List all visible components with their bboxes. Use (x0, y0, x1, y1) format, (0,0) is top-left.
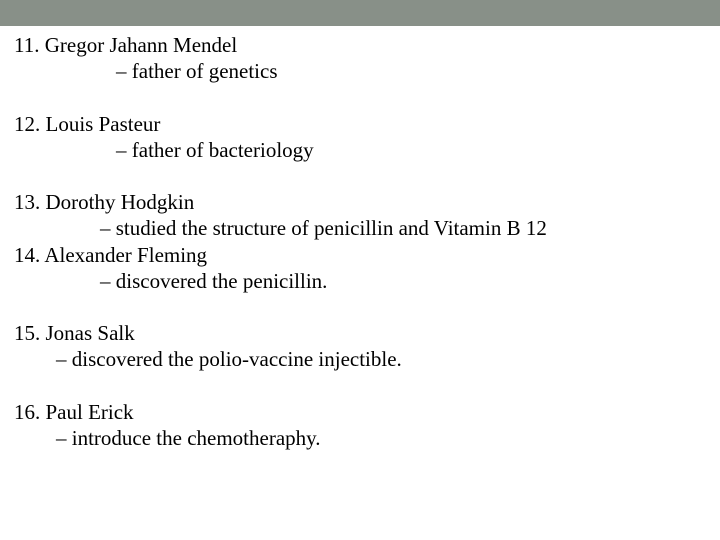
entry-name: 14. Alexander Fleming (14, 242, 706, 268)
entry-name: 15. Jonas Salk (14, 320, 706, 346)
entry-desc: – father of bacteriology (14, 137, 706, 163)
entry-number: 13. (14, 190, 40, 214)
entry-number: 14. (14, 243, 40, 267)
entry-16: 16. Paul Erick – introduce the chemother… (14, 399, 706, 452)
entry-12: 12. Louis Pasteur – father of bacteriolo… (14, 111, 706, 164)
spacer (14, 294, 706, 320)
entry-desc: – studied the structure of penicillin an… (14, 215, 706, 241)
entry-name: 12. Louis Pasteur (14, 111, 706, 137)
entry-number: 11. (14, 33, 39, 57)
entry-name-text: Jonas Salk (46, 321, 135, 345)
header-bar (0, 0, 720, 26)
entry-desc: – introduce the chemotheraphy. (14, 425, 706, 451)
entry-13: 13. Dorothy Hodgkin – studied the struct… (14, 189, 706, 242)
entry-name: 11. Gregor Jahann Mendel (14, 32, 706, 58)
entry-name-text: Paul Erick (46, 400, 134, 424)
entry-name: 13. Dorothy Hodgkin (14, 189, 706, 215)
entry-desc: – father of genetics (14, 58, 706, 84)
entry-name-text: Louis Pasteur (46, 112, 161, 136)
entry-number: 15. (14, 321, 40, 345)
spacer (14, 85, 706, 111)
entry-number: 12. (14, 112, 40, 136)
entry-desc: – discovered the penicillin. (14, 268, 706, 294)
entry-name-text: Alexander Fleming (44, 243, 207, 267)
entry-number: 16. (14, 400, 40, 424)
entry-name-text: Dorothy Hodgkin (46, 190, 195, 214)
entry-11: 11. Gregor Jahann Mendel – father of gen… (14, 32, 706, 85)
slide-content: 11. Gregor Jahann Mendel – father of gen… (0, 26, 720, 451)
entry-14: 14. Alexander Fleming – discovered the p… (14, 242, 706, 295)
entry-name-text: Gregor Jahann Mendel (45, 33, 237, 57)
spacer (14, 373, 706, 399)
spacer (14, 163, 706, 189)
entry-name: 16. Paul Erick (14, 399, 706, 425)
entry-desc: – discovered the polio-vaccine injectibl… (14, 346, 706, 372)
entry-15: 15. Jonas Salk – discovered the polio-va… (14, 320, 706, 373)
